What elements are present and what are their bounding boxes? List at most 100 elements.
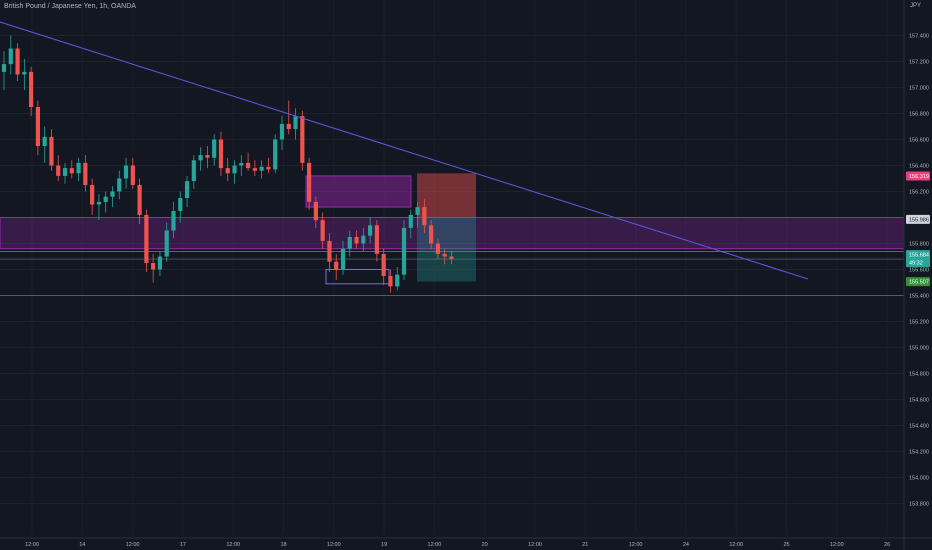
candle-body bbox=[327, 240, 332, 262]
candle-body bbox=[130, 165, 135, 185]
x-tick-label: 14 bbox=[79, 542, 85, 548]
candle-body bbox=[123, 165, 129, 179]
candle-body bbox=[286, 123, 291, 130]
candle-body bbox=[191, 160, 196, 182]
candle-body bbox=[157, 256, 163, 270]
x-tick-label: 25 bbox=[783, 542, 789, 548]
candlestick-series bbox=[1, 35, 454, 293]
x-tick-label: 12:00 bbox=[528, 542, 542, 548]
candle-body bbox=[368, 225, 373, 236]
y-tick-label: 154.000 bbox=[909, 476, 929, 482]
price-axis[interactable]: 157.400 157.200 157.000 156.800 156.600 156.4… bbox=[903, 0, 929, 550]
chart-title: British Pound / Japanese Yen, 1h, OANDA bbox=[4, 3, 136, 10]
candle-body bbox=[401, 227, 407, 275]
x-tick-label: 20 bbox=[482, 542, 488, 548]
x-tick-label: 18 bbox=[280, 542, 286, 548]
x-tick-label: 12:00 bbox=[629, 542, 643, 548]
candle-body bbox=[232, 165, 237, 174]
candle-body bbox=[42, 136, 47, 146]
candle-body bbox=[218, 139, 224, 169]
candle-body bbox=[35, 107, 40, 146]
candle-body bbox=[239, 162, 244, 166]
candle-body bbox=[90, 185, 95, 205]
candle-body bbox=[225, 168, 230, 174]
candle-body bbox=[422, 207, 427, 226]
current-price-label-bg bbox=[906, 250, 930, 260]
candle-body bbox=[408, 214, 413, 228]
x-tick-label: 19 bbox=[381, 542, 387, 548]
x-tick-label: 12:00 bbox=[729, 542, 743, 548]
candle-body bbox=[273, 139, 278, 170]
candle-body bbox=[381, 253, 386, 276]
y-tick-label: 155.200 bbox=[909, 320, 929, 326]
x-tick-label: 21 bbox=[582, 542, 588, 548]
candle-body bbox=[354, 237, 359, 244]
candle-body bbox=[212, 139, 217, 158]
x-tick-label: 12:00 bbox=[830, 542, 844, 548]
candle-body bbox=[334, 261, 339, 270]
candle-body bbox=[62, 168, 68, 176]
candle-body bbox=[184, 181, 190, 198]
candle-body bbox=[300, 116, 305, 163]
candle-body bbox=[171, 211, 176, 231]
countdown-label: 49:32 bbox=[909, 261, 923, 267]
drawing-lines bbox=[0, 21, 809, 280]
candle-body bbox=[110, 191, 115, 197]
candle-body bbox=[144, 214, 149, 263]
candle-body bbox=[96, 201, 102, 205]
x-tick-label: 17 bbox=[180, 542, 186, 548]
candle-body bbox=[1, 64, 7, 72]
candle-body bbox=[198, 155, 203, 161]
y-tick-label: 155.600 bbox=[909, 268, 929, 274]
candle-body bbox=[435, 243, 441, 254]
x-tick-label: 12:00 bbox=[25, 542, 39, 548]
candle-body bbox=[76, 162, 81, 174]
candle-body bbox=[429, 225, 434, 244]
order-block bbox=[305, 175, 412, 208]
y-tick-label: 156.200 bbox=[909, 190, 929, 196]
candle-body bbox=[415, 207, 420, 215]
candle-body bbox=[313, 201, 318, 221]
y-tick-label: 156.800 bbox=[909, 112, 929, 118]
candle-body bbox=[279, 123, 285, 140]
candle-body bbox=[178, 198, 183, 211]
y-tick-label: 154.200 bbox=[909, 450, 929, 456]
candle-body bbox=[245, 162, 251, 169]
candle-body bbox=[449, 256, 454, 260]
time-axis[interactable]: 12:00 14 12:00 17 12:00 18 12:00 19 12:00 20 12:00… bbox=[0, 537, 932, 548]
candle-body bbox=[320, 220, 325, 241]
y-tick-label: 155.800 bbox=[909, 242, 929, 248]
target-price-label-bg bbox=[906, 277, 930, 287]
current-price-label: 155.684 bbox=[909, 253, 929, 259]
candle-body bbox=[205, 155, 210, 158]
resistance-zone bbox=[0, 217, 905, 250]
zone-top-price-label-bg bbox=[906, 171, 930, 181]
candle-body bbox=[307, 162, 312, 202]
y-tick-label: 155.400 bbox=[909, 294, 929, 300]
resistance-price-label-bg bbox=[906, 214, 930, 224]
candle-body bbox=[340, 248, 346, 270]
zone-top-price-label: 156.319 bbox=[909, 174, 929, 180]
countdown-label-bg bbox=[906, 258, 930, 268]
candle-body bbox=[29, 71, 34, 107]
x-tick-label: 12:00 bbox=[226, 542, 240, 548]
y-tick-label: 154.400 bbox=[909, 424, 929, 430]
trendline bbox=[0, 21, 809, 280]
candle-body bbox=[22, 71, 27, 75]
resistance-price-label: 155.986 bbox=[909, 217, 929, 223]
stop-loss-zone bbox=[417, 173, 476, 218]
x-tick-label: 26 bbox=[884, 542, 890, 548]
y-tick-label: 155.000 bbox=[909, 346, 929, 352]
candle-body bbox=[395, 274, 400, 287]
candle-body bbox=[347, 237, 352, 249]
candle-body bbox=[83, 162, 88, 185]
candle-body bbox=[164, 230, 169, 257]
take-profit-zone bbox=[417, 217, 476, 282]
candle-body bbox=[361, 235, 366, 244]
candle-body bbox=[56, 165, 61, 176]
y-tick-label: 157.200 bbox=[909, 60, 929, 66]
candle-body bbox=[117, 178, 122, 192]
y-tick-label: 157.400 bbox=[909, 34, 929, 40]
y-tick-label: 154.800 bbox=[909, 372, 929, 378]
